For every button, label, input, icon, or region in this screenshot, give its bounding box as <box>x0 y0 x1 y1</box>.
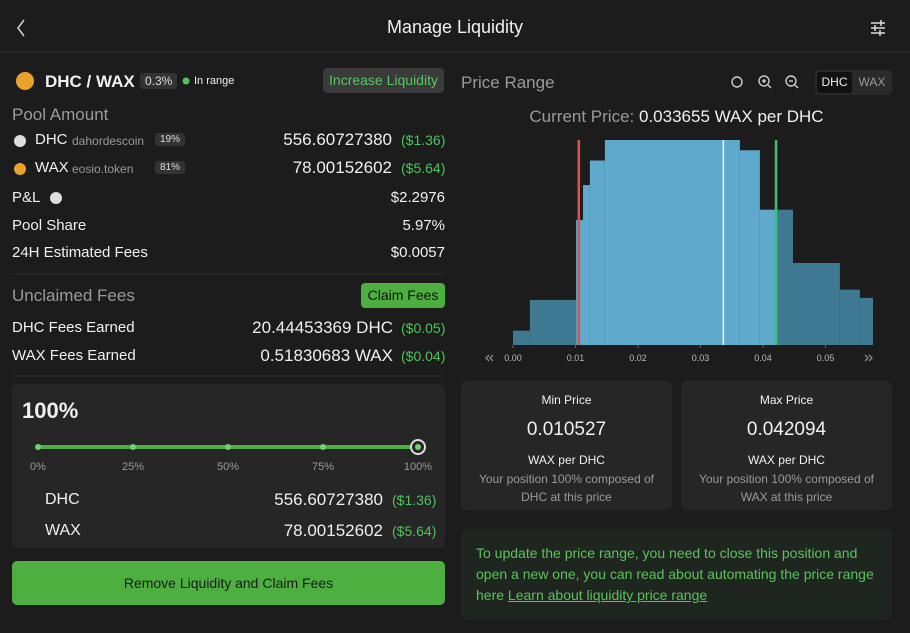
max-card <box>681 381 892 510</box>
slider-tick: 25% <box>121 461 145 473</box>
slider-dot <box>35 444 41 450</box>
section-title: Price Range <box>461 73 555 92</box>
bar <box>793 263 840 345</box>
range-value: 0.042094 <box>746 419 827 440</box>
remove-percent: 100% <box>22 398 79 423</box>
current-price-value: 0.033655 <box>639 107 710 126</box>
x-tick-label: 0.02 <box>629 353 647 363</box>
bar <box>583 185 590 345</box>
section-title: Unclaimed Fees <box>12 286 135 305</box>
fee-amount: 20.44453369 DHC <box>252 318 393 337</box>
current-price: Current Price: 0.033655 WAX per DHC <box>461 107 892 127</box>
range-value: 0.010527 <box>526 419 607 440</box>
increase-button[interactable]: Increase Liquidity <box>323 68 444 93</box>
bar <box>859 297 873 345</box>
status: In range <box>194 75 235 87</box>
page-title: Manage Liquidity <box>386 17 524 37</box>
range-unit: WAX per DHC <box>528 453 605 467</box>
current-price-unit: WAX per DHC <box>714 107 824 126</box>
token-usd: ($5.64) <box>392 523 437 539</box>
x-tick-label: 0.01 <box>567 353 585 363</box>
token-symbol: DHC <box>35 131 68 148</box>
fee-label: DHC Fees Earned <box>12 319 135 336</box>
bar <box>529 299 577 345</box>
x-tick-label: 0.03 <box>692 353 710 363</box>
x-tick-label: 0.00 <box>504 353 522 363</box>
row-value: $0.0057 <box>390 244 445 261</box>
fee-usd: ($0.04) <box>401 347 446 364</box>
bar <box>739 150 760 345</box>
row-value: $2.2976 <box>390 189 445 206</box>
min-card <box>461 381 672 510</box>
token-contract: dahordescoin <box>72 134 145 148</box>
range-title: Max Price <box>759 393 814 407</box>
slider-dot <box>130 444 136 450</box>
token-amount: 78.00152602 <box>292 158 392 177</box>
token-share: 81% <box>155 161 186 174</box>
bar <box>604 140 740 345</box>
notice: To update the price range, you need to c… <box>476 543 876 606</box>
pair-icon <box>16 72 34 90</box>
info-icon <box>50 192 62 204</box>
range-note: Your position 100% composed of WAX at th… <box>698 472 874 504</box>
notice-text: To update the price range, you need to c… <box>476 545 874 603</box>
slider-tick: 100% <box>403 461 433 473</box>
slider-tick: 75% <box>311 461 335 473</box>
zoom-icons[interactable] <box>731 75 799 89</box>
settings-icon[interactable] <box>871 20 885 36</box>
fee-usd: ($0.05) <box>401 320 446 336</box>
row-value: 5.97% <box>402 216 445 234</box>
pan-icons[interactable] <box>485 354 873 362</box>
bar <box>776 209 793 345</box>
wax-icon <box>14 163 26 175</box>
slider-dot <box>225 444 231 450</box>
row-label: P&L <box>12 189 41 206</box>
remove-button[interactable]: Remove Liquidity and Claim Fees <box>12 561 445 605</box>
bar <box>513 330 530 345</box>
token-usd: ($5.64) <box>401 160 446 176</box>
current-price-label: Current Price: <box>529 107 635 126</box>
bar <box>589 160 605 345</box>
token-amount: 78.00152602 <box>283 521 383 540</box>
token-share: 19% <box>155 133 186 146</box>
bar <box>839 289 860 345</box>
section-title: Pool Amount <box>12 105 109 124</box>
bar <box>759 209 777 345</box>
slider-dot <box>320 444 326 450</box>
slider-tick: 0% <box>30 461 46 473</box>
fee-amount: 0.51830683 WAX <box>260 345 393 365</box>
token-symbol: WAX <box>45 522 81 539</box>
token-usd: ($1.36) <box>401 132 446 148</box>
fee-badge: 0.3% <box>140 73 178 89</box>
slider-dot <box>415 444 421 450</box>
status-dot <box>182 77 190 85</box>
row-label: Pool Share <box>12 216 87 234</box>
x-tick-label: 0.04 <box>754 353 772 363</box>
pair: DHC / WAX <box>45 72 135 91</box>
token-symbol: DHC <box>45 491 80 508</box>
token-contract: eosio.token <box>72 162 134 176</box>
token-amount: 556.60727380 <box>283 130 392 149</box>
slider-tick: 50% <box>216 461 240 473</box>
range-title: Min Price <box>541 393 592 407</box>
notice-box <box>461 529 892 620</box>
row-label: 24H Estimated Fees <box>12 244 148 261</box>
toggle-option[interactable]: WAX <box>858 75 886 89</box>
fee-label: WAX Fees Earned <box>12 346 136 364</box>
token-symbol: WAX <box>35 159 69 176</box>
token-usd: ($1.36) <box>392 492 437 508</box>
notice-link[interactable]: Learn about liquidity price range <box>507 587 708 603</box>
remove-card <box>12 384 445 548</box>
price-chart: 0.00 0.01 0.02 0.03 0.04 0.05 <box>504 140 873 363</box>
range-note: Your position 100% composed of DHC at th… <box>478 472 654 504</box>
claim-button[interactable]: Claim Fees <box>361 283 445 308</box>
x-tick-label: 0.05 <box>817 353 835 363</box>
toggle-option[interactable]: DHC <box>817 72 852 93</box>
range-unit: WAX per DHC <box>748 453 825 467</box>
dhc-icon <box>14 135 26 147</box>
back-icon[interactable] <box>17 19 25 37</box>
token-amount: 556.60727380 <box>274 490 383 509</box>
